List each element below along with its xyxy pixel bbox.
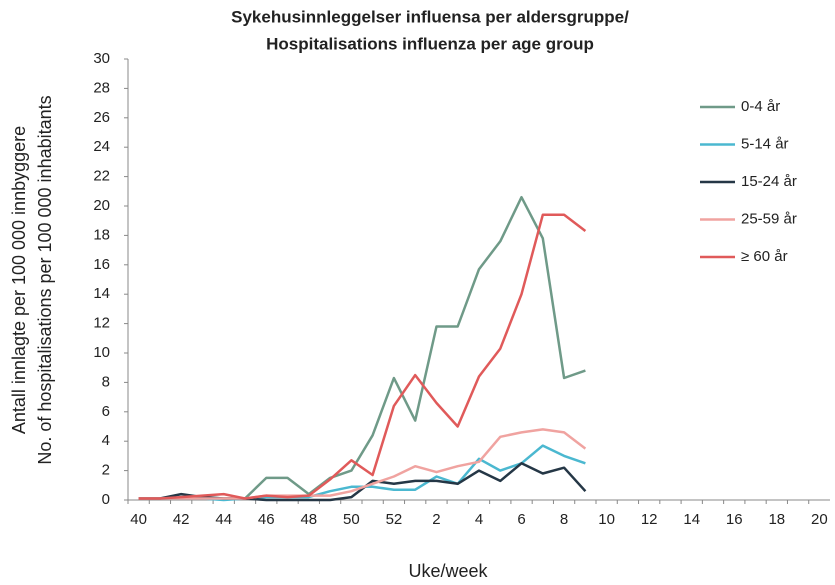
y-tick-label: 24 xyxy=(93,138,110,155)
x-tick-label: 10 xyxy=(598,511,615,528)
x-tick-label: 12 xyxy=(641,511,658,528)
y-tick-label: 14 xyxy=(93,285,110,302)
legend-label: ≥ 60 år xyxy=(741,248,788,265)
x-tick-label: 50 xyxy=(343,511,360,528)
x-tick-label: 18 xyxy=(768,511,785,528)
y-tick-label: 20 xyxy=(93,197,110,214)
y-tick-label: 4 xyxy=(102,432,110,449)
legend-label: 25-59 år xyxy=(741,210,797,227)
y-axis-title: Antall innlagte per 100 000 innbyggere xyxy=(9,126,29,434)
x-tick-label: 52 xyxy=(386,511,403,528)
y-tick-label: 6 xyxy=(102,403,110,420)
y-tick-label: 28 xyxy=(93,79,110,96)
x-tick-label: 4 xyxy=(475,511,483,528)
y-tick-label: 22 xyxy=(93,168,110,185)
series-line xyxy=(138,195,586,500)
x-tick-label: 8 xyxy=(560,511,568,528)
x-tick-label: 20 xyxy=(811,511,828,528)
series-line xyxy=(138,428,587,500)
y-tick-label: 8 xyxy=(102,373,110,390)
x-axis-title: Uke/week xyxy=(408,561,488,581)
x-tick-label: 46 xyxy=(258,511,275,528)
chart-title: Hospitalisations influenza per age group xyxy=(266,34,594,53)
y-tick-label: 18 xyxy=(93,226,110,243)
chart-title: Sykehusinnleggelser influensa per alders… xyxy=(231,7,629,26)
x-tick-label: 40 xyxy=(130,511,147,528)
legend-label: 15-24 år xyxy=(741,173,797,190)
legend-label: 0-4 år xyxy=(741,98,780,115)
x-tick-label: 48 xyxy=(300,511,317,528)
y-tick-label: 10 xyxy=(93,344,110,361)
y-tick-label: 16 xyxy=(93,256,110,273)
x-tick-label: 44 xyxy=(215,511,232,528)
x-tick-label: 2 xyxy=(432,511,440,528)
legend-label: 5-14 år xyxy=(741,135,789,152)
y-tick-label: 30 xyxy=(93,50,110,67)
series-line xyxy=(138,213,587,500)
y-tick-label: 2 xyxy=(102,462,110,479)
y-axis-title: No. of hospitalisations per 100 000 inha… xyxy=(35,95,55,464)
x-tick-label: 42 xyxy=(173,511,190,528)
x-tick-label: 14 xyxy=(683,511,700,528)
y-tick-label: 26 xyxy=(93,109,110,126)
x-tick-label: 6 xyxy=(517,511,525,528)
y-tick-label: 12 xyxy=(93,315,110,332)
x-tick-label: 16 xyxy=(726,511,743,528)
y-tick-label: 0 xyxy=(102,491,110,508)
